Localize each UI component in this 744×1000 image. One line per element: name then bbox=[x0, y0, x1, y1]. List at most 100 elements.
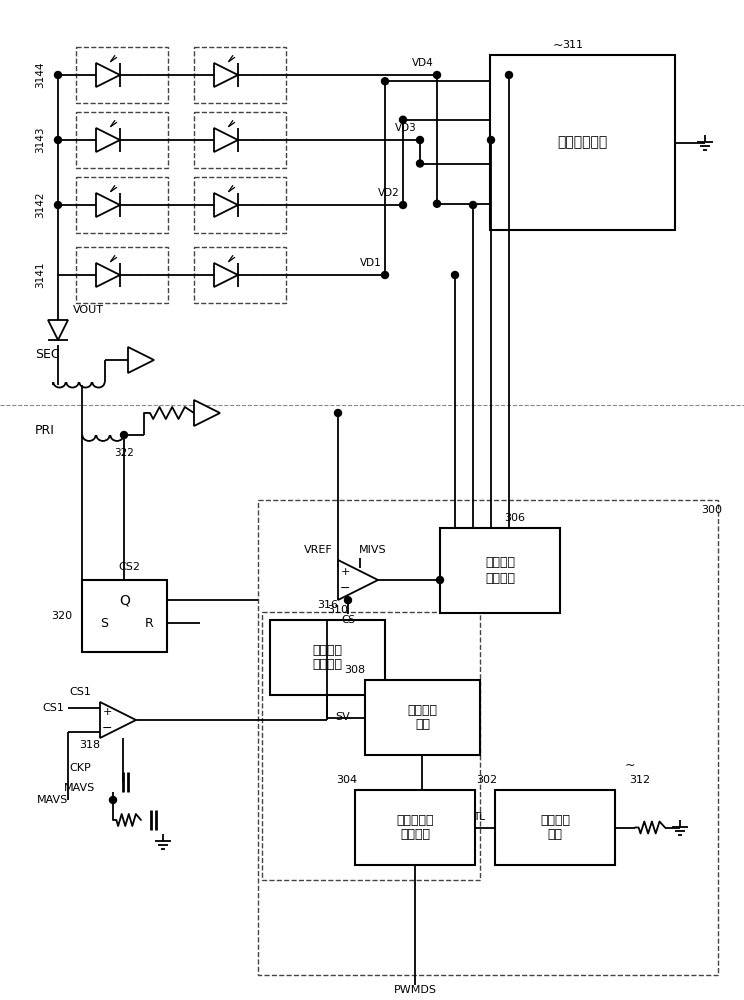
Text: MAVS: MAVS bbox=[65, 783, 96, 793]
Bar bbox=[440, 528, 560, 613]
Text: VD1: VD1 bbox=[360, 258, 382, 268]
Circle shape bbox=[417, 160, 423, 167]
Polygon shape bbox=[194, 400, 220, 426]
Polygon shape bbox=[96, 128, 120, 152]
Text: 310: 310 bbox=[327, 605, 348, 615]
Text: VD3: VD3 bbox=[395, 123, 417, 133]
Text: · · ·: · · · bbox=[132, 135, 150, 145]
Text: 3143: 3143 bbox=[35, 127, 45, 153]
Text: CS: CS bbox=[341, 615, 355, 625]
Text: TL: TL bbox=[473, 812, 485, 822]
Text: 318: 318 bbox=[80, 740, 100, 750]
Text: 3144: 3144 bbox=[35, 62, 45, 88]
Text: 302: 302 bbox=[476, 775, 498, 785]
Text: · · ·: · · · bbox=[132, 200, 150, 210]
Circle shape bbox=[434, 200, 440, 207]
Text: 延迟设定
单元: 延迟设定 单元 bbox=[540, 814, 570, 842]
Circle shape bbox=[109, 796, 117, 804]
Text: SEC: SEC bbox=[35, 349, 60, 361]
Text: 电流控制单元: 电流控制单元 bbox=[557, 135, 608, 149]
Polygon shape bbox=[214, 128, 238, 152]
Circle shape bbox=[452, 271, 458, 278]
Polygon shape bbox=[338, 560, 378, 600]
Text: +: + bbox=[103, 707, 112, 717]
Bar bbox=[495, 790, 615, 865]
Text: VD4: VD4 bbox=[412, 58, 434, 68]
Bar bbox=[76, 247, 168, 303]
Text: 采样保持
单元: 采样保持 单元 bbox=[408, 704, 437, 732]
Text: VD2: VD2 bbox=[378, 188, 400, 198]
Polygon shape bbox=[100, 702, 136, 738]
Circle shape bbox=[382, 271, 388, 278]
Polygon shape bbox=[96, 193, 120, 217]
Text: · ·: · · bbox=[254, 200, 264, 210]
Circle shape bbox=[335, 410, 341, 416]
Bar bbox=[76, 47, 168, 103]
Text: 最小电压
选择单元: 最小电压 选择单元 bbox=[485, 556, 515, 584]
Bar bbox=[365, 680, 480, 755]
Text: S: S bbox=[100, 617, 108, 630]
Bar bbox=[270, 620, 385, 695]
Circle shape bbox=[54, 136, 62, 143]
Text: ~: ~ bbox=[625, 758, 635, 772]
Polygon shape bbox=[214, 63, 238, 87]
Text: 300: 300 bbox=[702, 505, 722, 515]
Text: −: − bbox=[340, 582, 350, 594]
Text: CS1: CS1 bbox=[69, 687, 91, 697]
Text: · ·: · · bbox=[254, 270, 264, 280]
Text: 316: 316 bbox=[318, 600, 339, 610]
Circle shape bbox=[382, 78, 388, 85]
Circle shape bbox=[434, 72, 440, 79]
Text: · · ·: · · · bbox=[132, 70, 150, 80]
Text: SV: SV bbox=[336, 712, 350, 722]
Bar bbox=[258, 500, 718, 975]
Text: 最大电压
选择单元: 最大电压 选择单元 bbox=[312, 644, 342, 672]
Text: 308: 308 bbox=[344, 665, 365, 675]
Polygon shape bbox=[214, 193, 238, 217]
Bar bbox=[194, 47, 286, 103]
Circle shape bbox=[469, 202, 476, 209]
Circle shape bbox=[400, 202, 406, 209]
Text: 306: 306 bbox=[504, 513, 525, 523]
Text: · ·: · · bbox=[254, 135, 264, 145]
Polygon shape bbox=[48, 320, 68, 340]
Bar bbox=[194, 112, 286, 168]
Bar bbox=[194, 247, 286, 303]
Polygon shape bbox=[96, 263, 120, 287]
Text: 304: 304 bbox=[336, 775, 358, 785]
Text: −: − bbox=[102, 722, 112, 734]
Text: 322: 322 bbox=[114, 448, 134, 458]
Bar bbox=[194, 177, 286, 233]
Circle shape bbox=[54, 202, 62, 209]
Polygon shape bbox=[214, 263, 238, 287]
Text: · · ·: · · · bbox=[132, 270, 150, 280]
Text: Q: Q bbox=[119, 593, 130, 607]
Text: 3141: 3141 bbox=[35, 262, 45, 288]
Text: CS2: CS2 bbox=[118, 562, 141, 572]
Text: VREF: VREF bbox=[304, 545, 333, 555]
Bar bbox=[82, 580, 167, 652]
Circle shape bbox=[344, 597, 351, 604]
Text: 311: 311 bbox=[562, 40, 583, 50]
Text: 相位延迟信
号产生器: 相位延迟信 号产生器 bbox=[397, 814, 434, 842]
Polygon shape bbox=[96, 63, 120, 87]
Circle shape bbox=[417, 136, 423, 143]
Text: · ·: · · bbox=[254, 70, 264, 80]
Polygon shape bbox=[128, 347, 154, 373]
Circle shape bbox=[54, 72, 62, 79]
Circle shape bbox=[505, 72, 513, 79]
Circle shape bbox=[400, 116, 406, 123]
Bar bbox=[262, 612, 480, 880]
Bar bbox=[76, 177, 168, 233]
Text: 3142: 3142 bbox=[35, 192, 45, 218]
Bar bbox=[76, 112, 168, 168]
Text: VOUT: VOUT bbox=[72, 305, 103, 315]
Text: 320: 320 bbox=[51, 611, 73, 621]
Text: CKP: CKP bbox=[69, 763, 91, 773]
Bar bbox=[490, 55, 675, 230]
Circle shape bbox=[121, 432, 127, 438]
Circle shape bbox=[437, 576, 443, 584]
Text: MAVS: MAVS bbox=[37, 795, 68, 805]
Bar bbox=[355, 790, 475, 865]
Text: ~: ~ bbox=[552, 38, 562, 51]
